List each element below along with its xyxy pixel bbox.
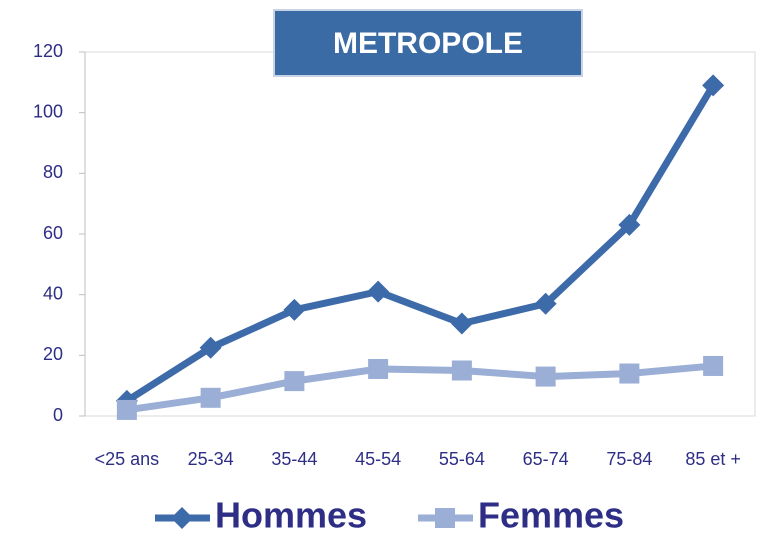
data-point: [368, 358, 389, 379]
legend-marker: [171, 507, 193, 529]
x-tick-label: 25-34: [188, 449, 234, 469]
data-point: [283, 298, 306, 321]
data-point: [534, 292, 557, 315]
x-tick-label: 65-74: [523, 449, 569, 469]
data-point: [367, 280, 390, 303]
y-tick-label: 0: [53, 405, 63, 425]
data-point: [619, 363, 640, 384]
x-tick-label: 85 et +: [685, 449, 741, 469]
x-tick-label: <25 ans: [95, 449, 160, 469]
y-tick-label: 60: [43, 223, 63, 243]
data-point: [618, 213, 641, 236]
data-point: [199, 336, 222, 359]
data-point: [703, 355, 724, 376]
y-tick-label: 40: [43, 283, 63, 303]
y-tick-label: 20: [43, 344, 63, 364]
legend-marker: [435, 508, 455, 528]
y-tick-label: 120: [33, 41, 63, 61]
data-point: [451, 360, 472, 381]
data-point: [284, 371, 305, 392]
y-tick-label: 80: [43, 162, 63, 182]
series-line: [126, 362, 714, 414]
title-box: [273, 9, 583, 77]
data-point: [450, 312, 473, 335]
x-tick-label: 45-54: [355, 449, 401, 469]
x-tick-label: 35-44: [271, 449, 317, 469]
data-point: [702, 74, 725, 97]
series-line: [125, 83, 717, 404]
x-tick-label: 75-84: [606, 449, 652, 469]
data-point: [535, 366, 556, 387]
data-point: [200, 387, 221, 408]
x-tick-label: 55-64: [439, 449, 485, 469]
data-point: [116, 399, 137, 420]
chart-title: METROPOLE: [333, 27, 523, 60]
y-tick-label: 100: [33, 101, 63, 121]
legend-label: Femmes: [478, 495, 624, 536]
legend-label: Hommes: [215, 495, 367, 536]
